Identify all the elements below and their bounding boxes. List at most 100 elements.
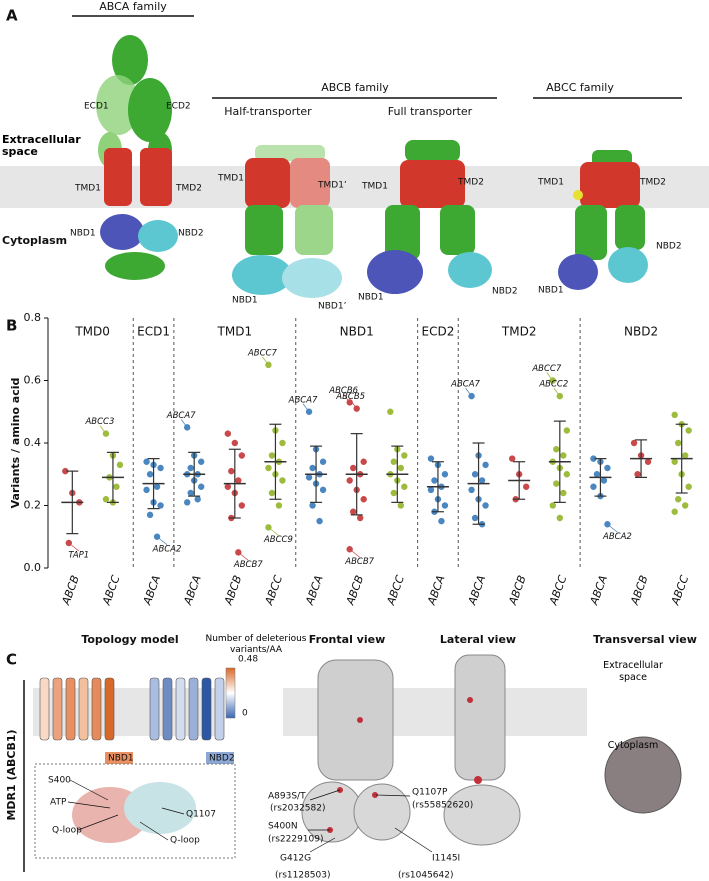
topology-helices: [39, 677, 225, 741]
data-point: [62, 467, 69, 475]
label-leader: [156, 536, 168, 546]
label-leader: [553, 387, 561, 397]
domain-label: TMD1: [74, 184, 101, 194]
data-point: [427, 455, 435, 462]
data-point: [478, 477, 486, 484]
data-point: [438, 517, 445, 525]
point-label: ABCC7: [531, 364, 562, 374]
data-point: [593, 471, 601, 478]
data-point: [346, 477, 353, 484]
domain-label: NBD1: [340, 325, 374, 339]
x-tick-label: ABCB: [59, 574, 82, 608]
data-point: [275, 502, 283, 509]
variant-rs: (rs1128503): [275, 871, 331, 881]
x-tick-label: ABCC: [262, 573, 285, 607]
label-leader: [238, 552, 249, 561]
variant-name: S400N: [268, 822, 298, 832]
data-point: [360, 496, 367, 503]
x-tick-label: ABCC: [384, 573, 407, 607]
data-point: [143, 486, 150, 494]
data-point: [671, 458, 678, 465]
domain-label: TMD1: [217, 174, 244, 184]
structure-full-transporter: [367, 140, 492, 294]
domain-label: NBD1: [70, 229, 96, 239]
data-point: [508, 455, 516, 462]
data-point: [194, 496, 201, 503]
family-title: ABCC family: [546, 81, 614, 94]
y-tick-label: 0.2: [24, 499, 42, 512]
domain-label: TMD1’: [317, 181, 347, 191]
data-point: [471, 471, 479, 478]
data-point: [146, 471, 154, 478]
nbd-box: [206, 752, 234, 764]
scale-title: Number of deleterious variants/AA: [205, 634, 307, 655]
structure-half-transporter: [232, 145, 342, 298]
label-leader: [607, 523, 618, 533]
x-tick-label: ABCC: [546, 573, 569, 607]
x-tick-label: ABCB: [343, 574, 366, 608]
data-point: [143, 458, 150, 465]
x-tick-label: ABCA: [425, 574, 448, 608]
data-point: [563, 471, 571, 478]
data-point: [397, 464, 405, 472]
scale-min: 0: [242, 709, 248, 719]
compartment-label: Extracellular space: [2, 133, 81, 158]
transversal-structure: [604, 736, 682, 814]
domain-label: TMD2: [457, 178, 484, 188]
data-point: [401, 483, 408, 490]
data-point: [349, 464, 357, 472]
data-point: [590, 455, 597, 462]
data-point: [238, 452, 246, 459]
label-leader: [465, 387, 472, 397]
domain-label: TMD0: [74, 325, 110, 339]
data-point: [685, 483, 692, 490]
data-point: [674, 496, 682, 503]
domain-label: NBD1’: [318, 302, 347, 312]
variant-name: A893S/T: [268, 792, 306, 802]
compartment-label: Cytoplasm: [607, 740, 659, 751]
data-point: [644, 458, 652, 465]
data-point: [671, 508, 678, 515]
point-label: ABCB7: [344, 557, 374, 567]
x-tick-label: ABCA: [303, 574, 326, 608]
nbd2-structure: [124, 782, 196, 834]
data-point: [187, 464, 194, 472]
data-point: [116, 461, 124, 469]
data-point: [441, 502, 449, 509]
data-point: [563, 427, 571, 434]
domain-label: ECD1: [137, 325, 170, 339]
data-point: [157, 502, 164, 509]
data-point: [560, 489, 567, 497]
protein-name: MDR1 (ABCB1): [5, 729, 18, 820]
nbd-label: NBD1: [108, 754, 134, 764]
data-point: [235, 477, 242, 484]
nbd-label: NBD2: [209, 754, 235, 764]
structure-abca: [96, 35, 178, 280]
view-title: Topology model: [81, 633, 178, 646]
data-point: [427, 486, 435, 494]
compartment-label: Cytoplasm: [2, 234, 67, 247]
domain-label: TMD2: [639, 178, 666, 188]
frontal-structure: [301, 659, 411, 843]
x-tick-label: ABCB: [506, 574, 529, 608]
point-label: ABCC3: [84, 417, 114, 427]
domain-label: TMD2: [501, 325, 537, 339]
panel-label: C: [6, 651, 17, 669]
data-point: [146, 511, 154, 519]
label-leader: [302, 403, 310, 412]
label-leader: [180, 419, 188, 428]
domain-label: TMD2: [175, 184, 202, 194]
data-point: [468, 486, 475, 494]
variant-rs: (rs2229109): [268, 835, 324, 845]
data-point: [228, 467, 235, 475]
site-label: ATP: [50, 798, 67, 808]
variant-name: I1145I: [432, 854, 460, 864]
data-point: [390, 489, 398, 497]
x-tick-label: ABCA: [140, 574, 163, 608]
y-axis-title: Variants / amino acid: [9, 378, 22, 509]
site-label: S400: [48, 776, 71, 786]
data-point: [522, 483, 530, 490]
data-point: [600, 477, 608, 484]
point-label: ABCA2: [152, 544, 182, 554]
